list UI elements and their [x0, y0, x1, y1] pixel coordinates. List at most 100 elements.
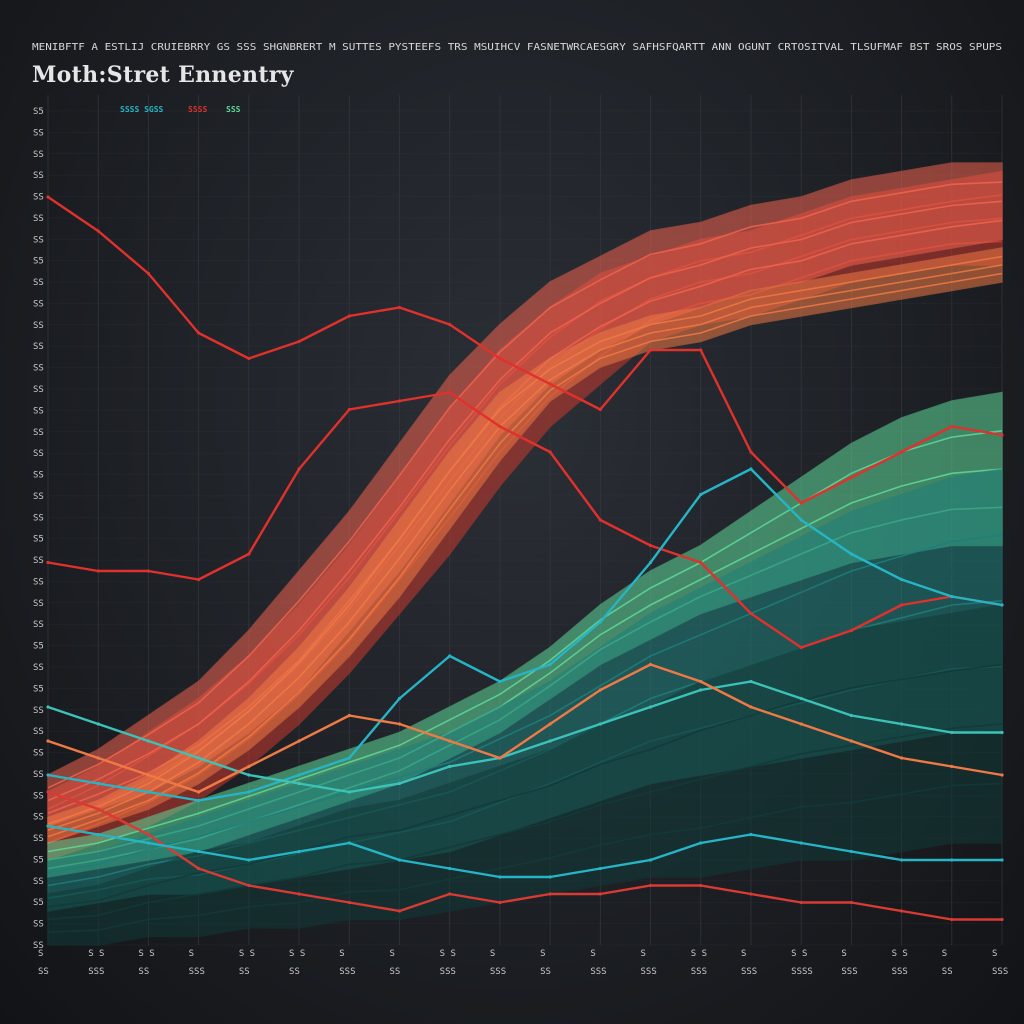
series-line	[47, 196, 1003, 505]
x-tick-label: SS	[540, 967, 551, 977]
data-point	[548, 739, 552, 743]
data-point	[950, 730, 954, 735]
data-point	[950, 594, 954, 599]
y-tick-label: SS	[33, 449, 44, 459]
data-point	[347, 314, 351, 318]
x-tick-label-top: S	[641, 949, 646, 959]
data-point	[46, 560, 50, 565]
data-point	[1000, 433, 1004, 437]
y-tick-label: S5	[33, 535, 44, 545]
y-tick-label: SS	[33, 706, 44, 716]
area-band-strand	[47, 723, 1003, 921]
data-point	[899, 577, 904, 582]
data-point	[397, 399, 402, 403]
x-tick-label-top: S	[590, 949, 595, 959]
data-point	[849, 475, 853, 480]
series-line	[47, 790, 1002, 921]
data-point	[498, 679, 502, 684]
x-tick-label-top: S S	[892, 949, 908, 959]
data-point	[799, 900, 803, 905]
data-point	[548, 892, 552, 896]
y-tick-label: SS	[33, 663, 44, 673]
area-band	[47, 247, 1003, 845]
data-point	[397, 305, 402, 310]
data-point	[46, 739, 50, 743]
data-point	[96, 722, 100, 726]
data-point	[950, 764, 954, 769]
data-point	[46, 705, 50, 709]
x-tick-label: SS	[38, 967, 49, 977]
y-tick-label: SS	[33, 128, 44, 138]
y-tick-label: S5	[33, 642, 44, 652]
x-tick-label-top: S S	[88, 949, 104, 959]
data-point	[397, 858, 402, 862]
data-point	[397, 722, 402, 726]
data-point	[297, 467, 301, 471]
data-point	[699, 841, 703, 845]
x-tick-label-top: S S	[239, 949, 255, 959]
data-point	[849, 628, 853, 633]
data-point	[46, 824, 50, 828]
x-tick-label-top: S S	[440, 949, 456, 959]
y-tick-label: SS	[33, 834, 44, 844]
y-tick-label: SS	[33, 577, 44, 587]
y-tick-label: SS	[33, 193, 44, 203]
y-tick-label: SS	[33, 791, 44, 801]
data-point	[849, 849, 853, 854]
data-point	[648, 348, 653, 352]
data-point	[598, 620, 602, 624]
legend-label: SSS	[226, 105, 241, 114]
data-point	[699, 560, 703, 565]
x-tick-label: SS	[389, 967, 400, 977]
data-point	[799, 501, 803, 505]
data-point	[950, 424, 954, 429]
series-line	[47, 663, 1003, 794]
chart-title: Moth:Stret Ennentry	[32, 62, 294, 88]
data-point	[899, 603, 904, 607]
y-tick-label: S5	[33, 257, 44, 267]
y-tick-label: SS	[33, 813, 44, 823]
y-tick-label: SS	[33, 235, 44, 245]
data-point	[146, 841, 151, 845]
x-tick-label: SS	[138, 967, 149, 977]
data-point	[96, 781, 100, 786]
y-tick-label: S5	[33, 684, 44, 694]
data-point	[146, 832, 151, 837]
data-point	[146, 790, 151, 794]
data-point	[849, 552, 853, 556]
y-tick-label: S5	[33, 855, 44, 865]
data-point	[297, 781, 301, 786]
data-point	[548, 382, 552, 386]
x-tick-label-top: S S	[138, 949, 154, 959]
data-point	[899, 909, 904, 913]
data-point	[598, 688, 602, 692]
data-point	[146, 271, 151, 276]
data-point	[598, 866, 602, 871]
y-tick-label: SS	[33, 406, 44, 416]
data-point	[899, 450, 904, 454]
legend-label: SSSS SGSS	[120, 105, 164, 114]
y-tick-label: SS	[33, 428, 44, 438]
x-tick-label: SSS	[590, 967, 606, 977]
data-point	[648, 858, 653, 862]
data-point	[1000, 773, 1004, 777]
x-tick-label: SSS	[992, 967, 1008, 977]
data-point	[498, 900, 502, 905]
series-line	[47, 824, 1002, 879]
area-band-strand	[47, 430, 1003, 853]
y-tick-label: SS	[33, 364, 44, 374]
data-point	[598, 407, 602, 412]
x-tick-label: SSSS	[791, 967, 813, 977]
area-band-strand	[47, 264, 1003, 832]
y-tick-label: S5	[33, 107, 44, 117]
data-point	[448, 654, 452, 658]
y-axis-ticks: S5 SS SS SS SS SS SS S5 SS SS SS SS SS SS SS SS SS SS SS SS…	[33, 107, 44, 951]
data-point	[749, 705, 753, 709]
data-point	[247, 773, 251, 777]
series-line	[47, 467, 1003, 802]
data-point	[197, 798, 201, 803]
data-point	[1000, 730, 1004, 735]
data-point	[749, 832, 753, 837]
data-point	[598, 722, 602, 726]
